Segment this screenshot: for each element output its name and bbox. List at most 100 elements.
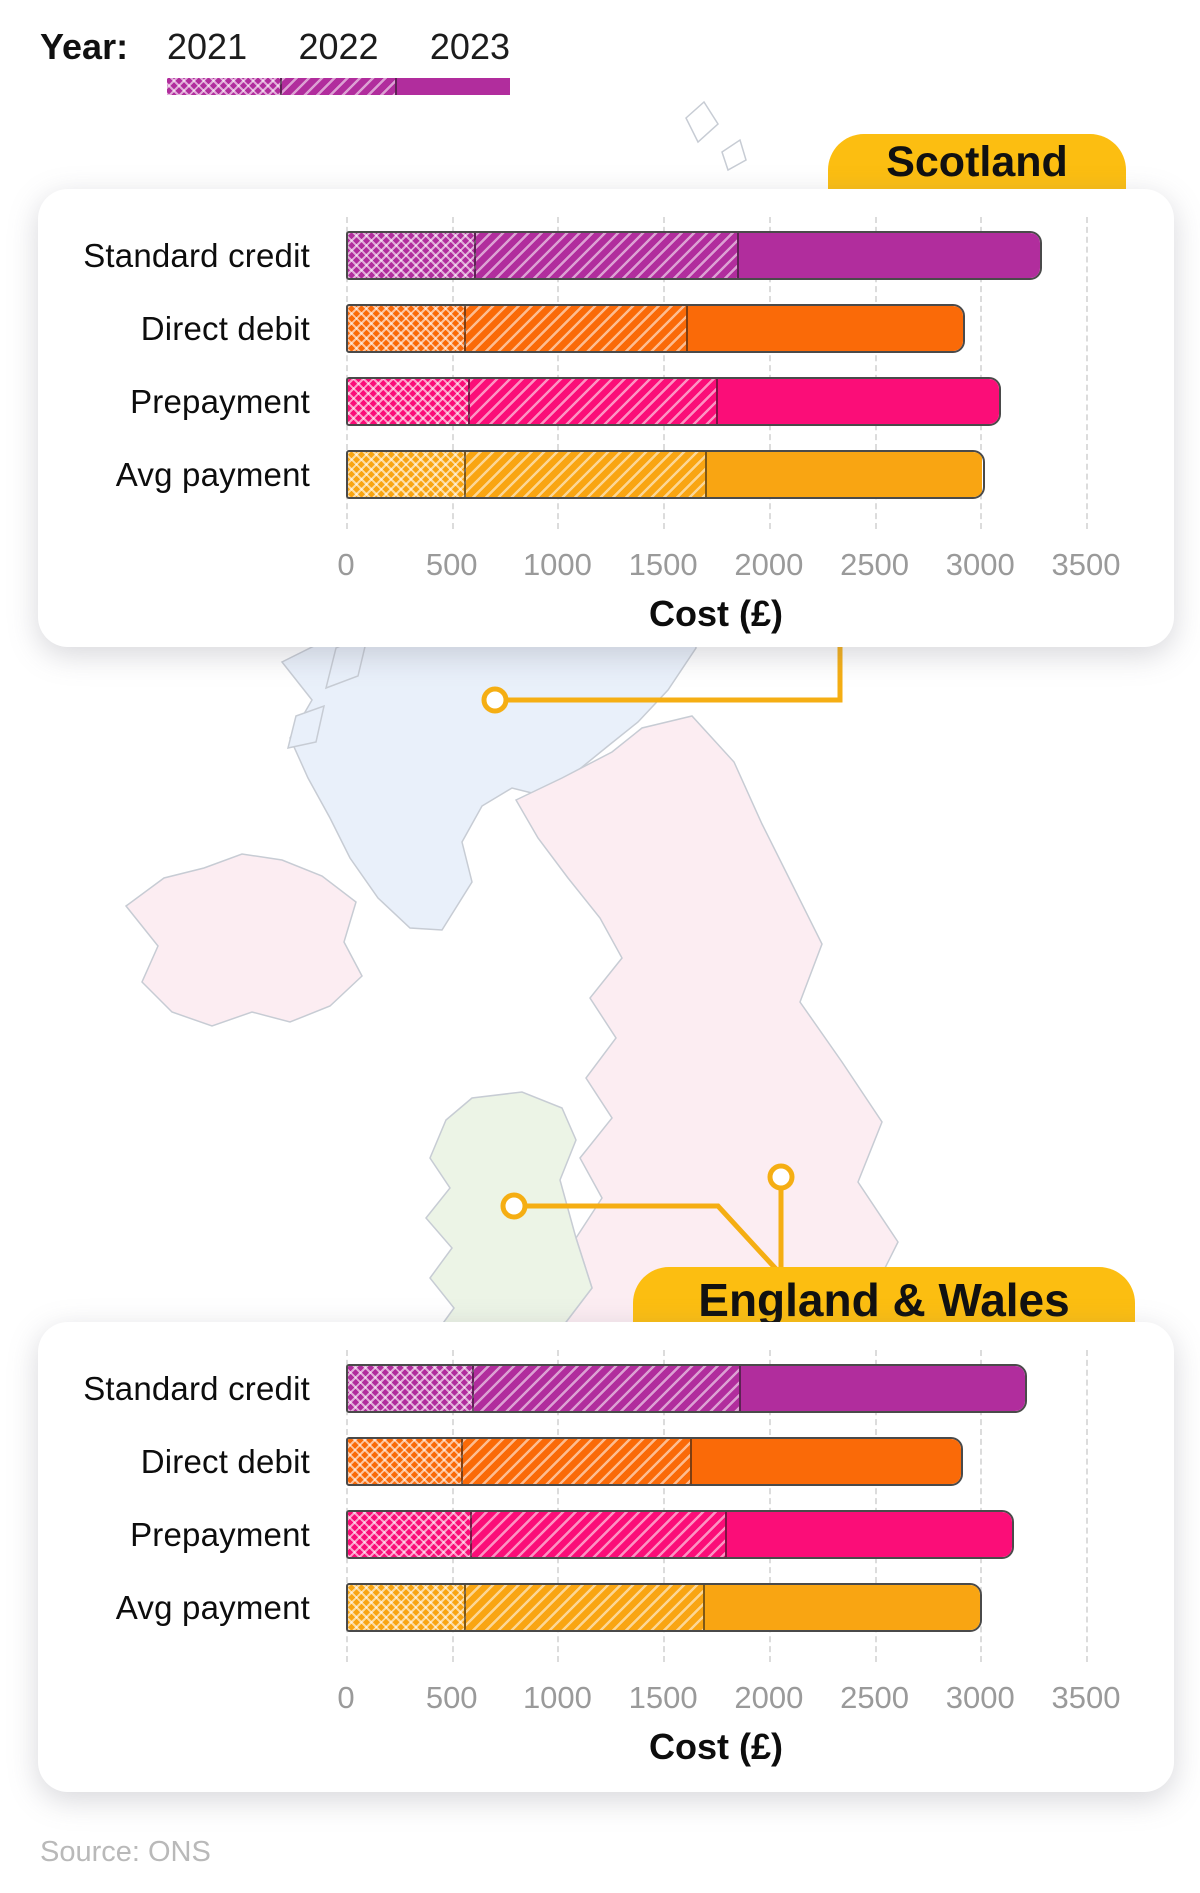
x-axis-title: Cost (£): [649, 593, 783, 634]
legend-title: Year:: [40, 26, 129, 67]
map-region-northern-ireland: [124, 853, 363, 1027]
bar-segment-2021: [348, 1585, 464, 1630]
bar-track: [346, 1437, 1086, 1486]
bar-track: [346, 1364, 1086, 1413]
stacked-bar: [346, 304, 966, 353]
axis-tick-label: 3500: [1051, 1680, 1121, 1715]
bar-track: [346, 231, 1086, 280]
axis-tick-label: 1500: [628, 1680, 698, 1715]
x-axis-ticks: 0 500 1000 1500 2000 2500 3000 3500: [337, 1680, 1120, 1715]
bar-segment-2023: [690, 1439, 962, 1484]
bar-segment-2022: [472, 1366, 739, 1411]
stacked-bar: [346, 1364, 1027, 1413]
bar-segment-2022: [467, 379, 716, 424]
stacked-bar: [346, 1437, 964, 1486]
connector-scotland: [507, 645, 843, 703]
stacked-bar: [346, 377, 1002, 426]
bar-category-label: Standard credit: [83, 1369, 310, 1407]
axis-tick-label: 3000: [945, 1680, 1015, 1715]
legend-pattern-2021: [167, 78, 280, 95]
stacked-bar: [346, 1510, 1015, 1559]
bar-segment-2022: [461, 1439, 691, 1484]
stacked-bar: [346, 1583, 983, 1632]
bar-segment-2023: [686, 306, 964, 351]
bar-segment-2022: [463, 452, 706, 497]
axis-tick-label: 500: [425, 1680, 478, 1715]
map-island: [721, 138, 747, 172]
england-wales-panel: Standard credit Direct debit Prepayment Avg…: [38, 1322, 1174, 1792]
bar-track: [346, 377, 1086, 426]
legend-year-labels: 2021 2022 2023: [167, 26, 510, 68]
scotland-title: Scotland: [886, 138, 1068, 186]
stacked-bar: [346, 231, 1042, 280]
bar-category-label: Prepayment: [130, 382, 310, 420]
bar-rows: Standard credit Direct debit Prepayment Avg…: [56, 1364, 1086, 1632]
bar-category-label: Avg payment: [115, 455, 310, 493]
bar-segment-2021: [348, 1366, 472, 1411]
axis-tick-label: 2000: [734, 547, 804, 582]
bar-row: Avg payment: [56, 1583, 1086, 1632]
bar-track: [346, 450, 1086, 499]
bar-row: Avg payment: [56, 450, 1086, 499]
bar-segment-2021: [348, 306, 464, 351]
bar-segment-2023: [705, 452, 983, 497]
bar-category-label: Direct debit: [140, 309, 310, 347]
bar-category-label: Standard credit: [83, 236, 310, 274]
x-axis-ticks: 0 500 1000 1500 2000 2500 3000 3500: [337, 547, 1120, 582]
bar-segment-2023: [725, 1512, 1013, 1557]
bar-row: Prepayment: [56, 377, 1086, 426]
axis-tick-label: 1500: [628, 547, 698, 582]
axis-tick-label: 2500: [840, 547, 910, 582]
connector-wales-marker: [500, 1192, 528, 1220]
bar-segment-2021: [348, 233, 475, 278]
legend-year-2022: 2022: [298, 26, 379, 67]
axis-tick-label: 1000: [522, 1680, 592, 1715]
england-wales-title: England & Wales: [698, 1274, 1070, 1326]
bar-rows: Standard credit Direct debit Prepayment Avg…: [56, 231, 1086, 499]
x-axis-title: Cost (£): [649, 1726, 783, 1767]
gridline: [1086, 1350, 1088, 1662]
stacked-bar: [346, 450, 985, 499]
bar-row: Standard credit: [56, 231, 1086, 280]
bar-segment-2023: [715, 379, 1000, 424]
gridline: [1086, 217, 1088, 529]
map-island: [685, 100, 719, 144]
bar-track: [346, 304, 1086, 353]
scotland-chart: Standard credit Direct debit Prepayment Avg…: [56, 217, 1120, 634]
bar-row: Direct debit: [56, 1437, 1086, 1486]
connector-wales: [526, 1203, 778, 1271]
england-wales-chart: Standard credit Direct debit Prepayment Avg…: [56, 1350, 1120, 1767]
legend-pattern-2022: [280, 78, 395, 95]
legend-pattern-bar: [167, 78, 510, 95]
bar-segment-2022: [469, 1512, 726, 1557]
bar-category-label: Avg payment: [115, 1588, 310, 1626]
bar-segment-2023: [738, 1366, 1025, 1411]
bar-segment-2022: [463, 1585, 704, 1630]
bar-category-label: Direct debit: [140, 1442, 310, 1480]
source-note: Source: ONS: [40, 1836, 211, 1868]
bar-row: Direct debit: [56, 304, 1086, 353]
bar-track: [346, 1583, 1086, 1632]
bar-segment-2021: [348, 1512, 470, 1557]
axis-tick-label: 0: [337, 1680, 355, 1715]
axis-tick-label: 2000: [734, 1680, 804, 1715]
bar-row: Prepayment: [56, 1510, 1086, 1559]
bar-segment-2022: [463, 306, 687, 351]
bar-segment-2023: [703, 1585, 981, 1630]
axis-tick-label: 1000: [522, 547, 592, 582]
year-legend: Year: 2021 2022 2023: [40, 26, 510, 95]
legend-year-2023: 2023: [429, 26, 510, 67]
scotland-panel: Standard credit Direct debit Prepayment Avg…: [38, 189, 1174, 647]
legend-pattern-2023: [395, 78, 510, 95]
bar-track: [346, 1510, 1086, 1559]
bar-category-label: Prepayment: [130, 1515, 310, 1553]
axis-tick-label: 500: [425, 547, 478, 582]
connector-england-marker: [767, 1163, 795, 1191]
bar-segment-2021: [348, 1439, 462, 1484]
axis-tick-label: 3500: [1051, 547, 1121, 582]
bar-segment-2021: [348, 452, 464, 497]
axis-tick-label: 2500: [840, 1680, 910, 1715]
connector-scotland-marker: [481, 686, 509, 714]
axis-tick-label: 3000: [945, 547, 1015, 582]
bar-segment-2023: [736, 233, 1040, 278]
